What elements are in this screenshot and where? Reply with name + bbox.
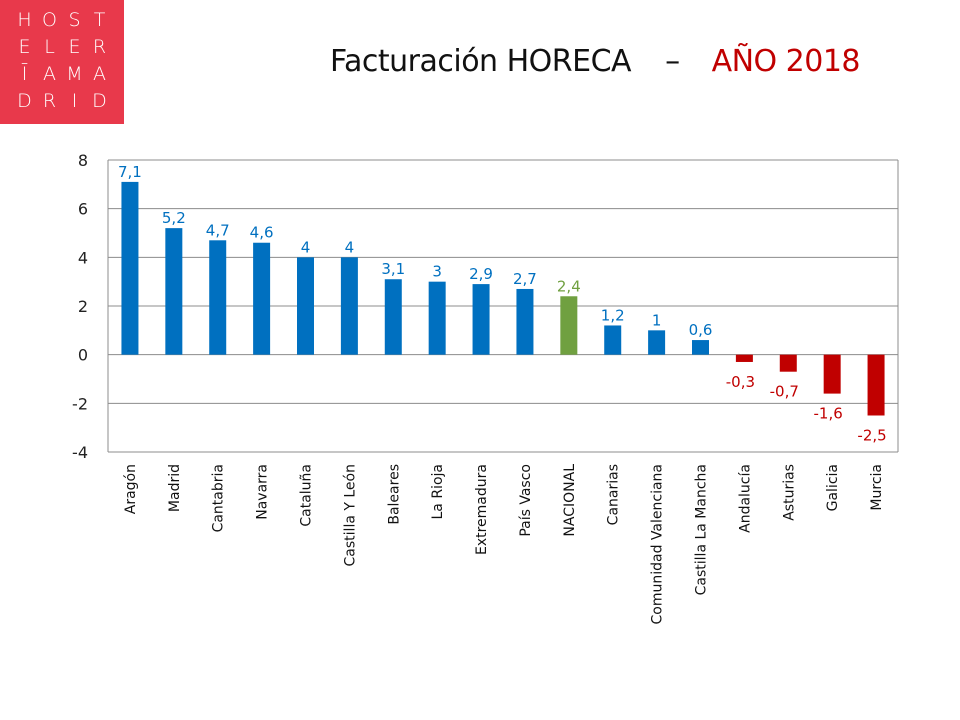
category-label: Aragón xyxy=(123,464,139,514)
data-label: -2,5 xyxy=(857,427,886,445)
y-tick-label: 2 xyxy=(78,297,88,316)
bar xyxy=(472,284,490,355)
title-main: Facturación HORECA xyxy=(330,44,632,79)
data-label: 2,4 xyxy=(557,277,581,295)
logo-letter: T xyxy=(93,8,106,31)
y-tick-label: -2 xyxy=(72,394,88,413)
category-label: Baleares xyxy=(386,464,402,525)
bar xyxy=(516,288,534,355)
data-label: 4,6 xyxy=(250,224,274,242)
logo-letter: A xyxy=(43,62,56,85)
logo-letter: A xyxy=(93,62,106,85)
y-tick-label: 4 xyxy=(78,248,88,267)
logo-letter: M xyxy=(66,62,83,85)
data-label: 2,9 xyxy=(469,265,493,283)
data-label: 1 xyxy=(652,311,662,329)
bar xyxy=(340,257,358,355)
y-tick-label: 6 xyxy=(78,200,88,219)
bar xyxy=(823,354,841,394)
bar xyxy=(165,228,183,355)
category-label: Madrid xyxy=(167,464,183,512)
data-label: 2,7 xyxy=(513,270,537,288)
bar xyxy=(692,340,709,355)
category-label: Navarra xyxy=(255,464,271,520)
category-label: NACIONAL xyxy=(562,464,578,537)
data-label: 7,1 xyxy=(118,163,142,181)
chart-title: Facturación HORECA – AÑO 2018 xyxy=(330,44,861,79)
category-label: Galicia xyxy=(825,464,841,511)
data-label: 3,1 xyxy=(381,260,405,278)
category-label: Extremadura xyxy=(474,464,490,555)
data-label: -0,3 xyxy=(726,373,755,391)
title-year: AÑO 2018 xyxy=(711,44,861,79)
category-label: Murcia xyxy=(869,464,885,511)
category-label: Andalucía xyxy=(737,464,753,533)
data-label: 5,2 xyxy=(162,209,186,227)
title-dash: – xyxy=(665,44,680,79)
data-label: -0,7 xyxy=(770,383,799,401)
logo-letter: R xyxy=(92,35,107,58)
data-label: 4 xyxy=(345,238,355,256)
logo-letter: D xyxy=(17,89,32,112)
data-label: 3 xyxy=(432,263,442,281)
logo-letter: L xyxy=(44,35,55,58)
logo-letter: Ī xyxy=(21,62,28,85)
category-label: Comunidad Valenciana xyxy=(650,464,666,624)
category-label: Asturias xyxy=(781,464,797,521)
bar xyxy=(209,240,227,355)
bar xyxy=(121,181,139,355)
logo-letter: R xyxy=(42,89,57,112)
logo-letter: H xyxy=(17,8,32,31)
bar xyxy=(735,354,753,362)
bar xyxy=(297,257,314,355)
data-label: -1,6 xyxy=(814,405,843,423)
category-label: Cataluña xyxy=(299,464,315,527)
logo-letter: O xyxy=(42,8,57,31)
category-label: Cantabria xyxy=(211,464,227,532)
logo-letter: S xyxy=(68,8,81,31)
bar xyxy=(867,354,885,416)
bar xyxy=(648,330,666,355)
logo-letter: I xyxy=(71,89,78,112)
category-label: Castilla Y León xyxy=(342,464,358,566)
data-label: 0,6 xyxy=(689,321,713,339)
data-label: 4 xyxy=(301,238,311,256)
y-tick-label: -4 xyxy=(72,443,88,462)
bar xyxy=(604,325,622,355)
y-tick-label: 8 xyxy=(78,151,88,170)
category-label: País Vasco xyxy=(518,464,534,537)
data-label: 1,2 xyxy=(601,306,625,324)
bar xyxy=(560,296,578,355)
y-tick-label: 0 xyxy=(78,346,88,365)
category-label: Canarias xyxy=(606,464,622,525)
bar xyxy=(384,279,402,355)
category-label: La Rioja xyxy=(430,464,446,519)
bar xyxy=(779,354,797,372)
logo-letter: D xyxy=(92,89,107,112)
data-label: 4,7 xyxy=(206,221,230,239)
bar xyxy=(428,281,446,355)
bar xyxy=(253,242,271,355)
category-label: Castilla La Mancha xyxy=(694,464,710,595)
logo-letter: E xyxy=(68,35,81,58)
logo-letter: E xyxy=(18,35,31,58)
